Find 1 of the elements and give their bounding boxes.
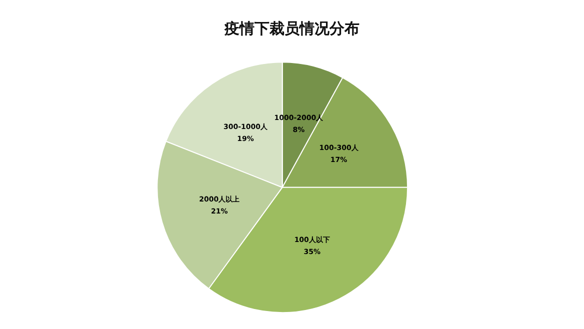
chart-title: 疫情下裁员情况分布 (224, 20, 360, 38)
